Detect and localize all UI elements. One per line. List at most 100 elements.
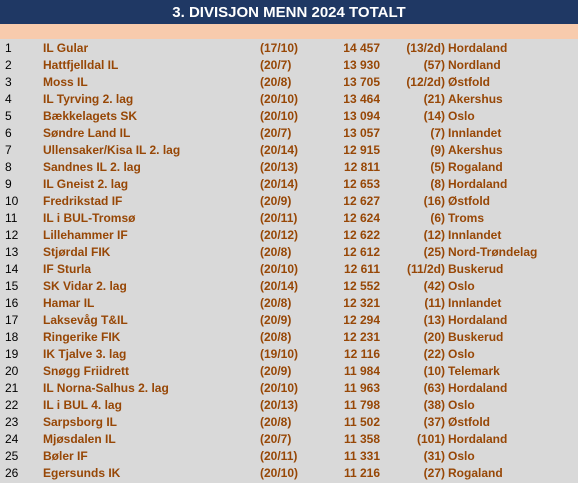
placement: (6) <box>430 211 445 225</box>
region: Oslo <box>448 398 475 412</box>
points: 11 502 <box>343 415 380 429</box>
table-row: 1 IL Gular (17/10) 14 457 (13/2d) Hordaland <box>0 40 578 57</box>
header-band <box>0 24 578 39</box>
rank: 10 <box>5 194 19 208</box>
points: 13 705 <box>343 75 380 89</box>
points: 14 457 <box>343 41 380 55</box>
record: (20/13) <box>260 160 299 174</box>
region: Oslo <box>448 347 475 361</box>
points: 12 653 <box>343 177 380 191</box>
record: (20/7) <box>260 58 292 72</box>
rank: 22 <box>5 398 19 412</box>
club-name: Hamar IL <box>43 296 95 310</box>
rank: 24 <box>5 432 19 446</box>
placement: (16) <box>423 194 445 208</box>
placement: (13/2d) <box>406 41 445 55</box>
title: 3. DIVISJON MENN 2024 TOTALT <box>0 0 578 24</box>
table-row: 4 IL Tyrving 2. lag (20/10) 13 464 (21) Akers… <box>0 91 578 108</box>
club-name: Hattfjelldal IL <box>43 58 119 72</box>
points: 13 057 <box>343 126 380 140</box>
record: (20/11) <box>260 449 298 463</box>
club-name: Moss IL <box>43 75 88 89</box>
table-row: 26 Egersunds IK (20/10) 11 216 (27) Rogaland <box>0 465 578 482</box>
rank: 9 <box>5 177 12 191</box>
record: (20/7) <box>260 432 292 446</box>
placement: (10) <box>423 364 445 378</box>
region: Hordaland <box>448 177 508 191</box>
rank: 7 <box>5 143 12 157</box>
record: (20/10) <box>260 262 299 276</box>
placement: (27) <box>423 466 445 480</box>
record: (20/10) <box>260 109 299 123</box>
club-name: Bækkelagets SK <box>43 109 138 123</box>
record: (20/8) <box>260 296 292 310</box>
rank: 19 <box>5 347 19 361</box>
points: 11 358 <box>343 432 380 446</box>
region: Innlandet <box>448 228 502 242</box>
club-name: IL i BUL 4. lag <box>43 398 122 412</box>
region: Akershus <box>448 143 503 157</box>
record: (20/13) <box>260 398 299 412</box>
club-name: Stjørdal FIK <box>43 245 111 259</box>
record: (20/8) <box>260 75 292 89</box>
rank: 8 <box>5 160 12 174</box>
placement: (14) <box>423 109 445 123</box>
club-name: IL Gular <box>43 41 89 55</box>
club-name: IK Tjalve 3. lag <box>43 347 127 361</box>
club-name: Ringerike FIK <box>43 330 121 344</box>
region: Hordaland <box>448 381 508 395</box>
record: (20/14) <box>260 177 299 191</box>
region: Akershus <box>448 92 503 106</box>
region: Buskerud <box>448 330 504 344</box>
rank: 18 <box>5 330 19 344</box>
region: Hordaland <box>448 432 508 446</box>
record: (20/10) <box>260 381 299 395</box>
points: 13 930 <box>343 58 380 72</box>
region: Innlandet <box>448 296 502 310</box>
rank: 26 <box>5 466 19 480</box>
placement: (25) <box>423 245 445 259</box>
table-row: 12 Lillehammer IF (20/12) 12 622 (12) Innland… <box>0 227 578 244</box>
placement: (5) <box>430 160 445 174</box>
region: Østfold <box>448 75 490 89</box>
rank: 11 <box>5 211 18 225</box>
rank: 20 <box>5 364 19 378</box>
table-row: 18 Ringerike FIK (20/8) 12 231 (20) Buskerud <box>0 329 578 346</box>
placement: (7) <box>430 126 445 140</box>
record: (20/9) <box>260 194 292 208</box>
table-row: 23 Sarpsborg IL (20/8) 11 502 (37) Østfold <box>0 414 578 431</box>
placement: (9) <box>430 143 445 157</box>
club-name: IL Norna-Salhus 2. lag <box>43 381 169 395</box>
points: 13 094 <box>343 109 380 123</box>
rank: 14 <box>5 262 19 276</box>
club-name: Egersunds IK <box>43 466 121 480</box>
rank: 25 <box>5 449 19 463</box>
placement: (101) <box>416 432 445 446</box>
region: Oslo <box>448 279 475 293</box>
placement: (63) <box>423 381 445 395</box>
table-row: 2 Hattfjelldal IL (20/7) 13 930 (57) Nordland <box>0 57 578 74</box>
club-name: Mjøsdalen IL <box>43 432 116 446</box>
points: 11 331 <box>343 449 380 463</box>
points: 12 321 <box>343 296 380 310</box>
rank: 16 <box>5 296 19 310</box>
table-row: 19 IK Tjalve 3. lag (19/10) 12 116 (22) Oslo <box>0 346 578 363</box>
placement: (8) <box>430 177 445 191</box>
points: 12 811 <box>343 160 380 174</box>
club-name: Lillehammer IF <box>43 228 128 242</box>
record: (20/12) <box>260 228 299 242</box>
points: 12 624 <box>343 211 380 225</box>
region: Troms <box>448 211 485 225</box>
region: Hordaland <box>448 313 508 327</box>
rank: 15 <box>5 279 19 293</box>
rank: 1 <box>5 41 12 55</box>
record: (20/14) <box>260 143 299 157</box>
rank: 6 <box>5 126 12 140</box>
placement: (22) <box>423 347 445 361</box>
region: Nordland <box>448 58 501 72</box>
points: 12 622 <box>343 228 380 242</box>
club-name: Søndre Land IL <box>43 126 131 140</box>
record: (20/8) <box>260 245 292 259</box>
rank: 17 <box>5 313 19 327</box>
table-row: 14 IF Sturla (20/10) 12 611 (11/2d) Buskerud <box>0 261 578 278</box>
